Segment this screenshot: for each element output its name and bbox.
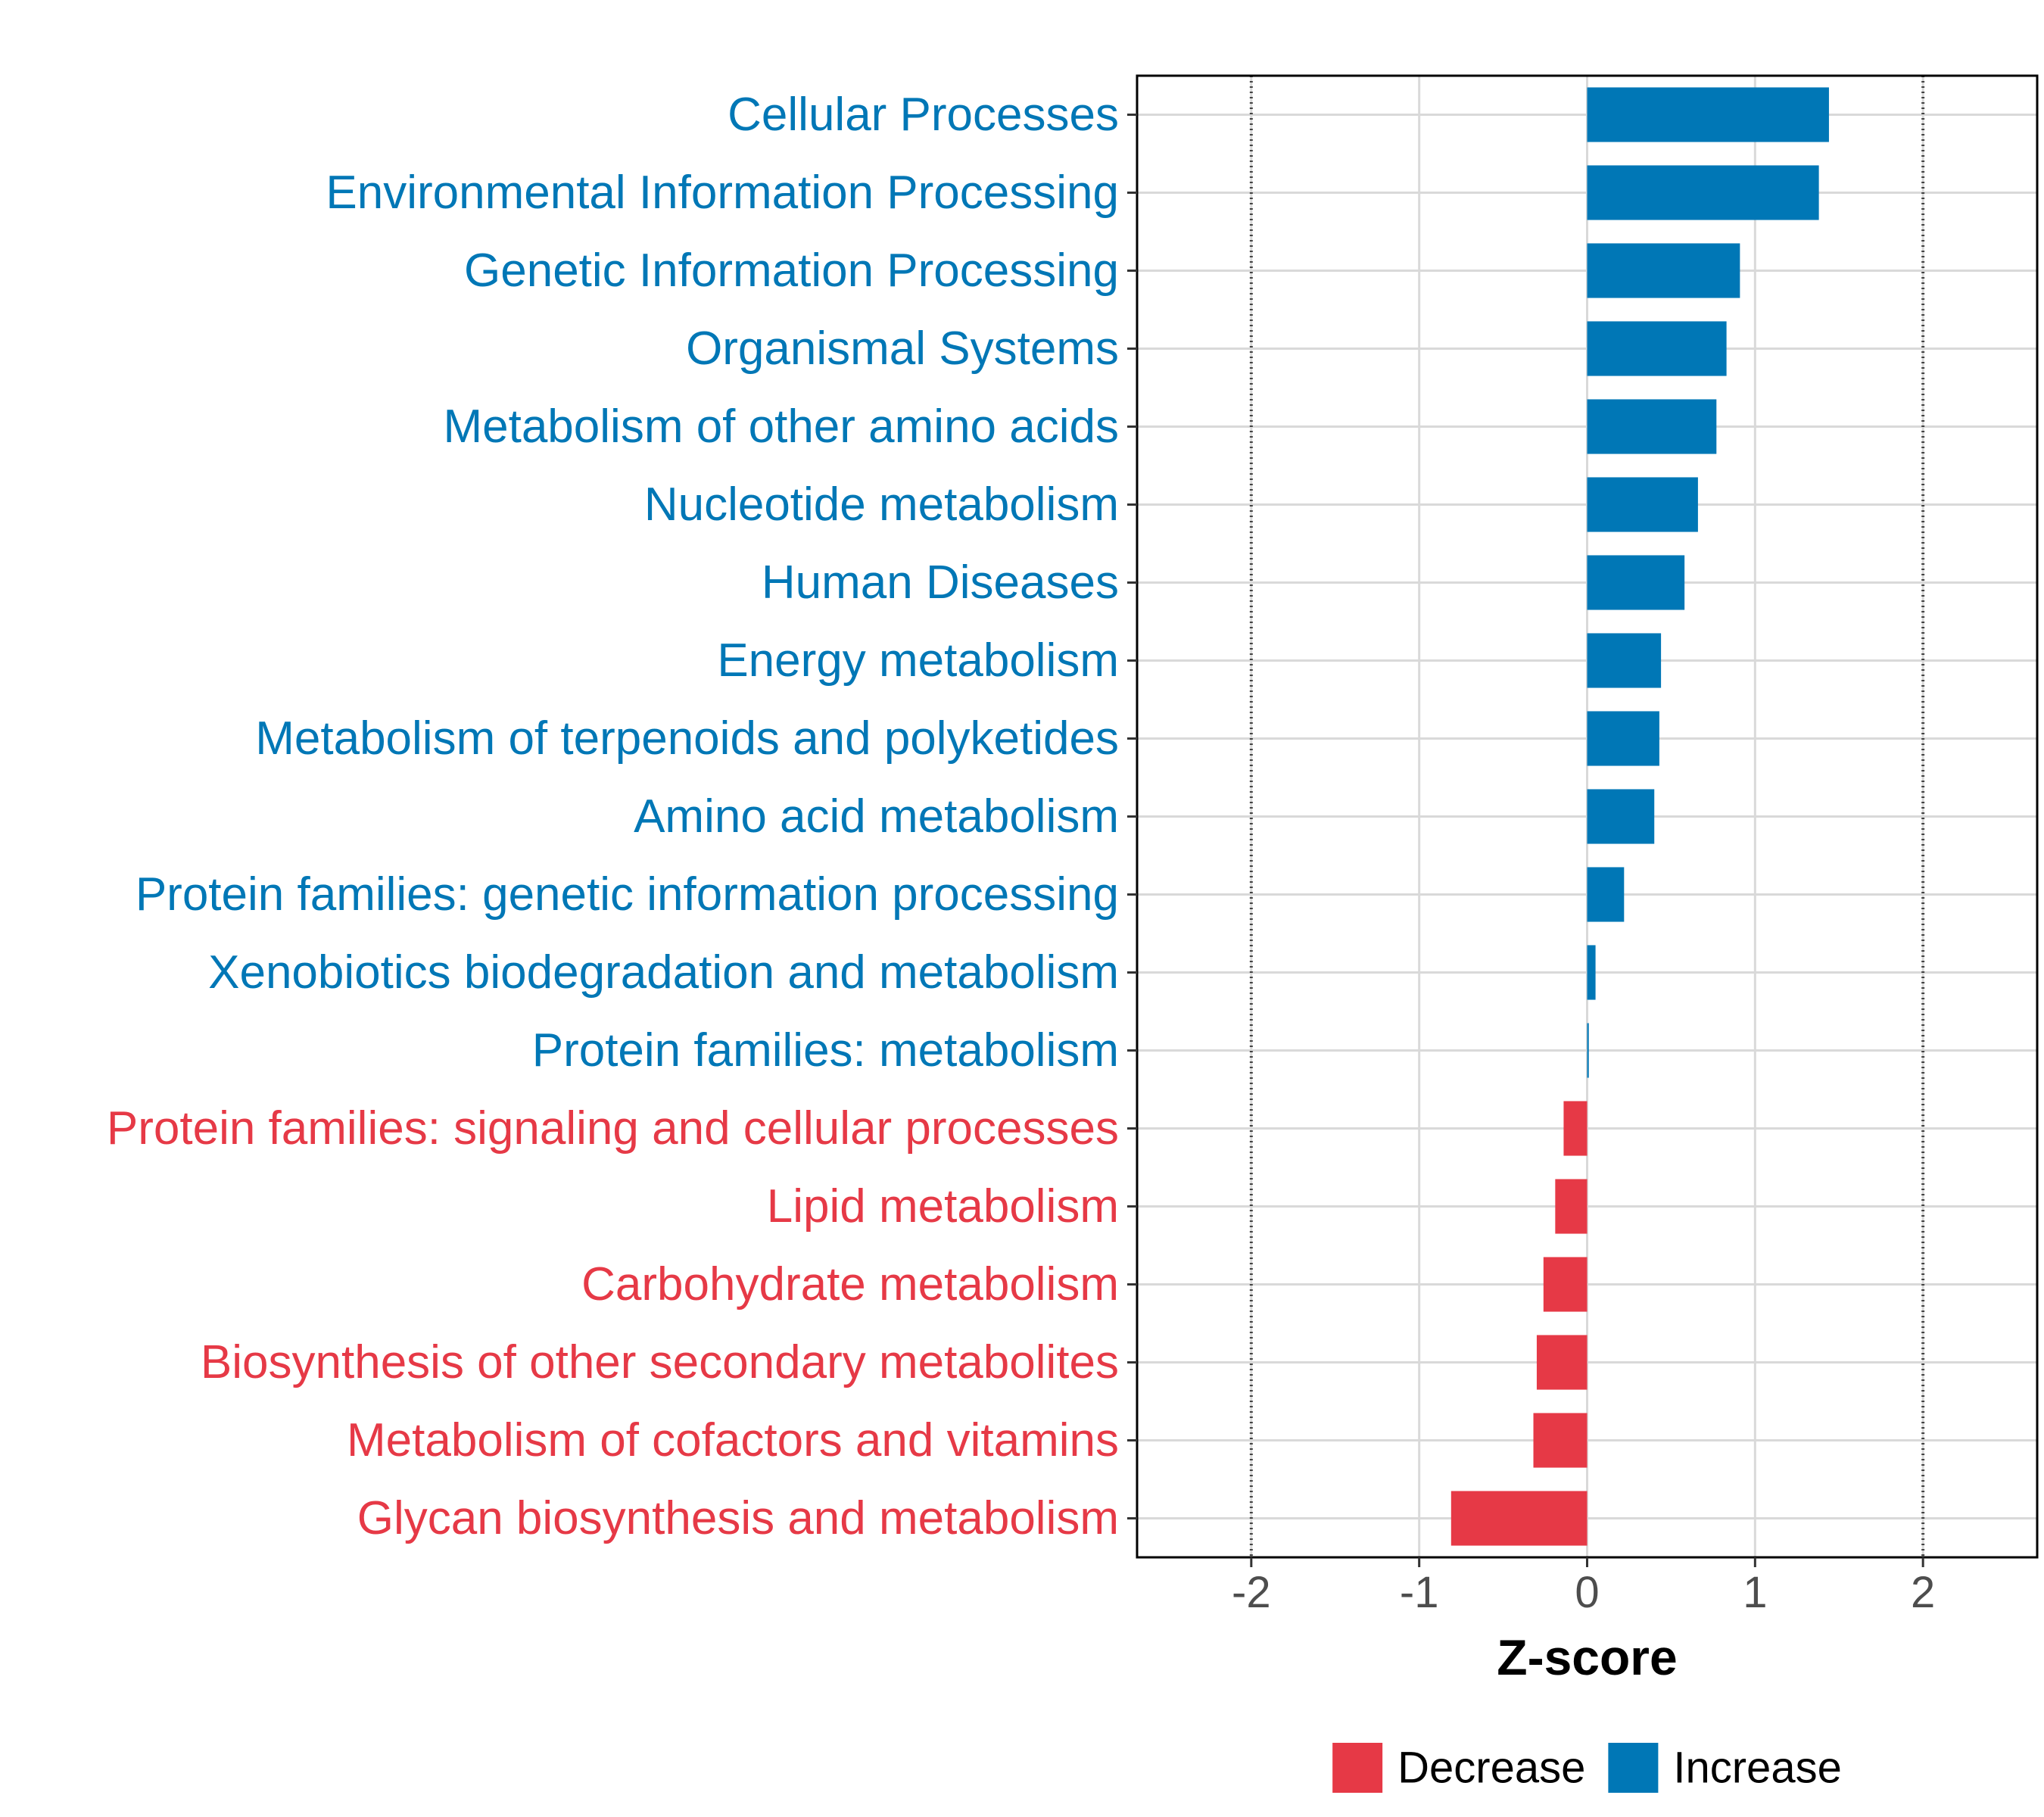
category-label: Metabolism of terpenoids and polyketides bbox=[255, 712, 1119, 765]
legend-label: Increase bbox=[1673, 1744, 1841, 1793]
legend-key-decrease bbox=[1332, 1743, 1383, 1793]
category-label: Energy metabolism bbox=[717, 634, 1119, 687]
bar bbox=[1555, 1179, 1588, 1234]
bar bbox=[1587, 789, 1655, 844]
bar bbox=[1587, 867, 1625, 922]
bar bbox=[1543, 1257, 1588, 1312]
bars bbox=[1450, 87, 1829, 1546]
category-label: Metabolism of other amino acids bbox=[443, 400, 1119, 453]
category-label: Carbohydrate metabolism bbox=[581, 1258, 1119, 1311]
category-label: Human Diseases bbox=[762, 556, 1119, 609]
bar bbox=[1587, 87, 1829, 142]
y-axis-labels: Cellular Processes Environmental Informat… bbox=[107, 89, 1119, 1544]
legend-key-increase bbox=[1608, 1743, 1659, 1793]
bar bbox=[1587, 321, 1727, 376]
category-label: Protein families: metabolism bbox=[532, 1024, 1119, 1077]
bar bbox=[1587, 399, 1717, 454]
category-label: Xenobiotics biodegradation and metabolis… bbox=[208, 946, 1119, 999]
category-label: Environmental Information Processing bbox=[326, 167, 1119, 219]
category-label: Amino acid metabolism bbox=[634, 790, 1119, 843]
category-label: Biosynthesis of other secondary metaboli… bbox=[201, 1336, 1119, 1388]
category-label: Protein families: signaling and cellular… bbox=[107, 1102, 1119, 1155]
category-label: Cellular Processes bbox=[728, 89, 1119, 141]
x-axis-title: Z-score bbox=[1497, 1629, 1677, 1685]
y-axis-ticks bbox=[1127, 114, 1137, 1519]
category-label: Lipid metabolism bbox=[767, 1180, 1119, 1233]
category-label: Protein families: genetic information pr… bbox=[136, 868, 1119, 921]
bar bbox=[1587, 945, 1596, 1000]
bar bbox=[1450, 1491, 1588, 1546]
category-label: Nucleotide metabolism bbox=[644, 478, 1119, 531]
bar bbox=[1587, 555, 1685, 610]
bar bbox=[1536, 1335, 1588, 1390]
bar bbox=[1587, 633, 1662, 688]
x-tick-label: -1 bbox=[1400, 1568, 1439, 1617]
bar bbox=[1587, 243, 1740, 298]
x-tick-label: 2 bbox=[1911, 1568, 1935, 1617]
bar bbox=[1563, 1101, 1588, 1156]
category-label: Metabolism of cofactors and vitamins bbox=[347, 1414, 1119, 1466]
bar bbox=[1587, 165, 1819, 220]
x-axis-ticks: -2 -1 0 1 2 bbox=[1232, 1557, 1935, 1617]
category-label: Glycan biosynthesis and metabolism bbox=[357, 1492, 1119, 1544]
bar bbox=[1533, 1413, 1588, 1468]
category-label: Genetic Information Processing bbox=[464, 245, 1119, 297]
bar bbox=[1587, 1023, 1589, 1078]
x-tick-label: 0 bbox=[1575, 1568, 1599, 1617]
x-tick-label: -2 bbox=[1232, 1568, 1271, 1617]
bar bbox=[1587, 477, 1698, 532]
category-label: Organismal Systems bbox=[686, 323, 1119, 375]
bar bbox=[1587, 711, 1659, 766]
x-tick-label: 1 bbox=[1743, 1568, 1767, 1617]
legend-label: Decrease bbox=[1397, 1744, 1585, 1793]
legend: Decrease Increase bbox=[1332, 1743, 1842, 1793]
